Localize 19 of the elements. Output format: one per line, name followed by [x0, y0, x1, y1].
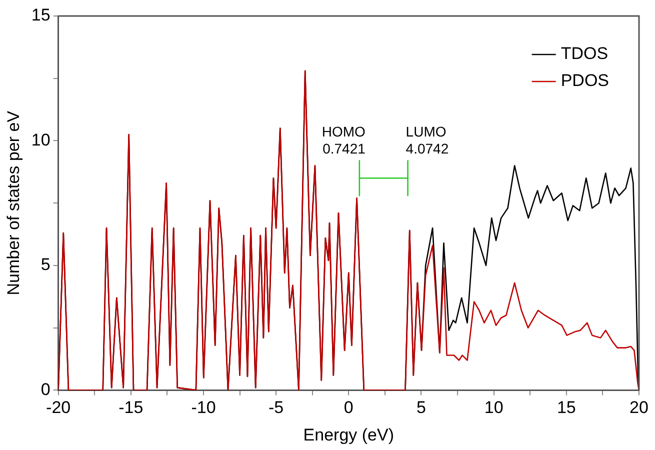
legend-label: TDOS [560, 44, 608, 64]
annotation: HOMO 0.7421 [322, 124, 366, 157]
x-tick-label: 15 [556, 398, 576, 418]
x-tick-label: 10 [484, 398, 504, 418]
x-tick-label: -20 [46, 398, 71, 418]
y-tick-label: 10 [31, 130, 50, 150]
annotation: LUMO 4.0742 [406, 124, 449, 157]
x-tick-label: -15 [118, 398, 144, 418]
x-axis-title: Energy (eV) [303, 425, 394, 444]
y-tick-label: 15 [31, 6, 50, 25]
legend-label: PDOS [560, 71, 610, 90]
x-tick-label: -10 [191, 398, 216, 418]
x-tick-label: 20 [630, 398, 648, 418]
y-axis-title: Number of states per eV [4, 110, 23, 296]
x-tick-label: -5 [268, 398, 284, 418]
x-tick-label: 5 [416, 398, 426, 418]
x-tick-label: 0 [344, 398, 354, 418]
y-tick-label: 5 [40, 255, 50, 274]
y-tick-label: 0 [40, 380, 50, 399]
